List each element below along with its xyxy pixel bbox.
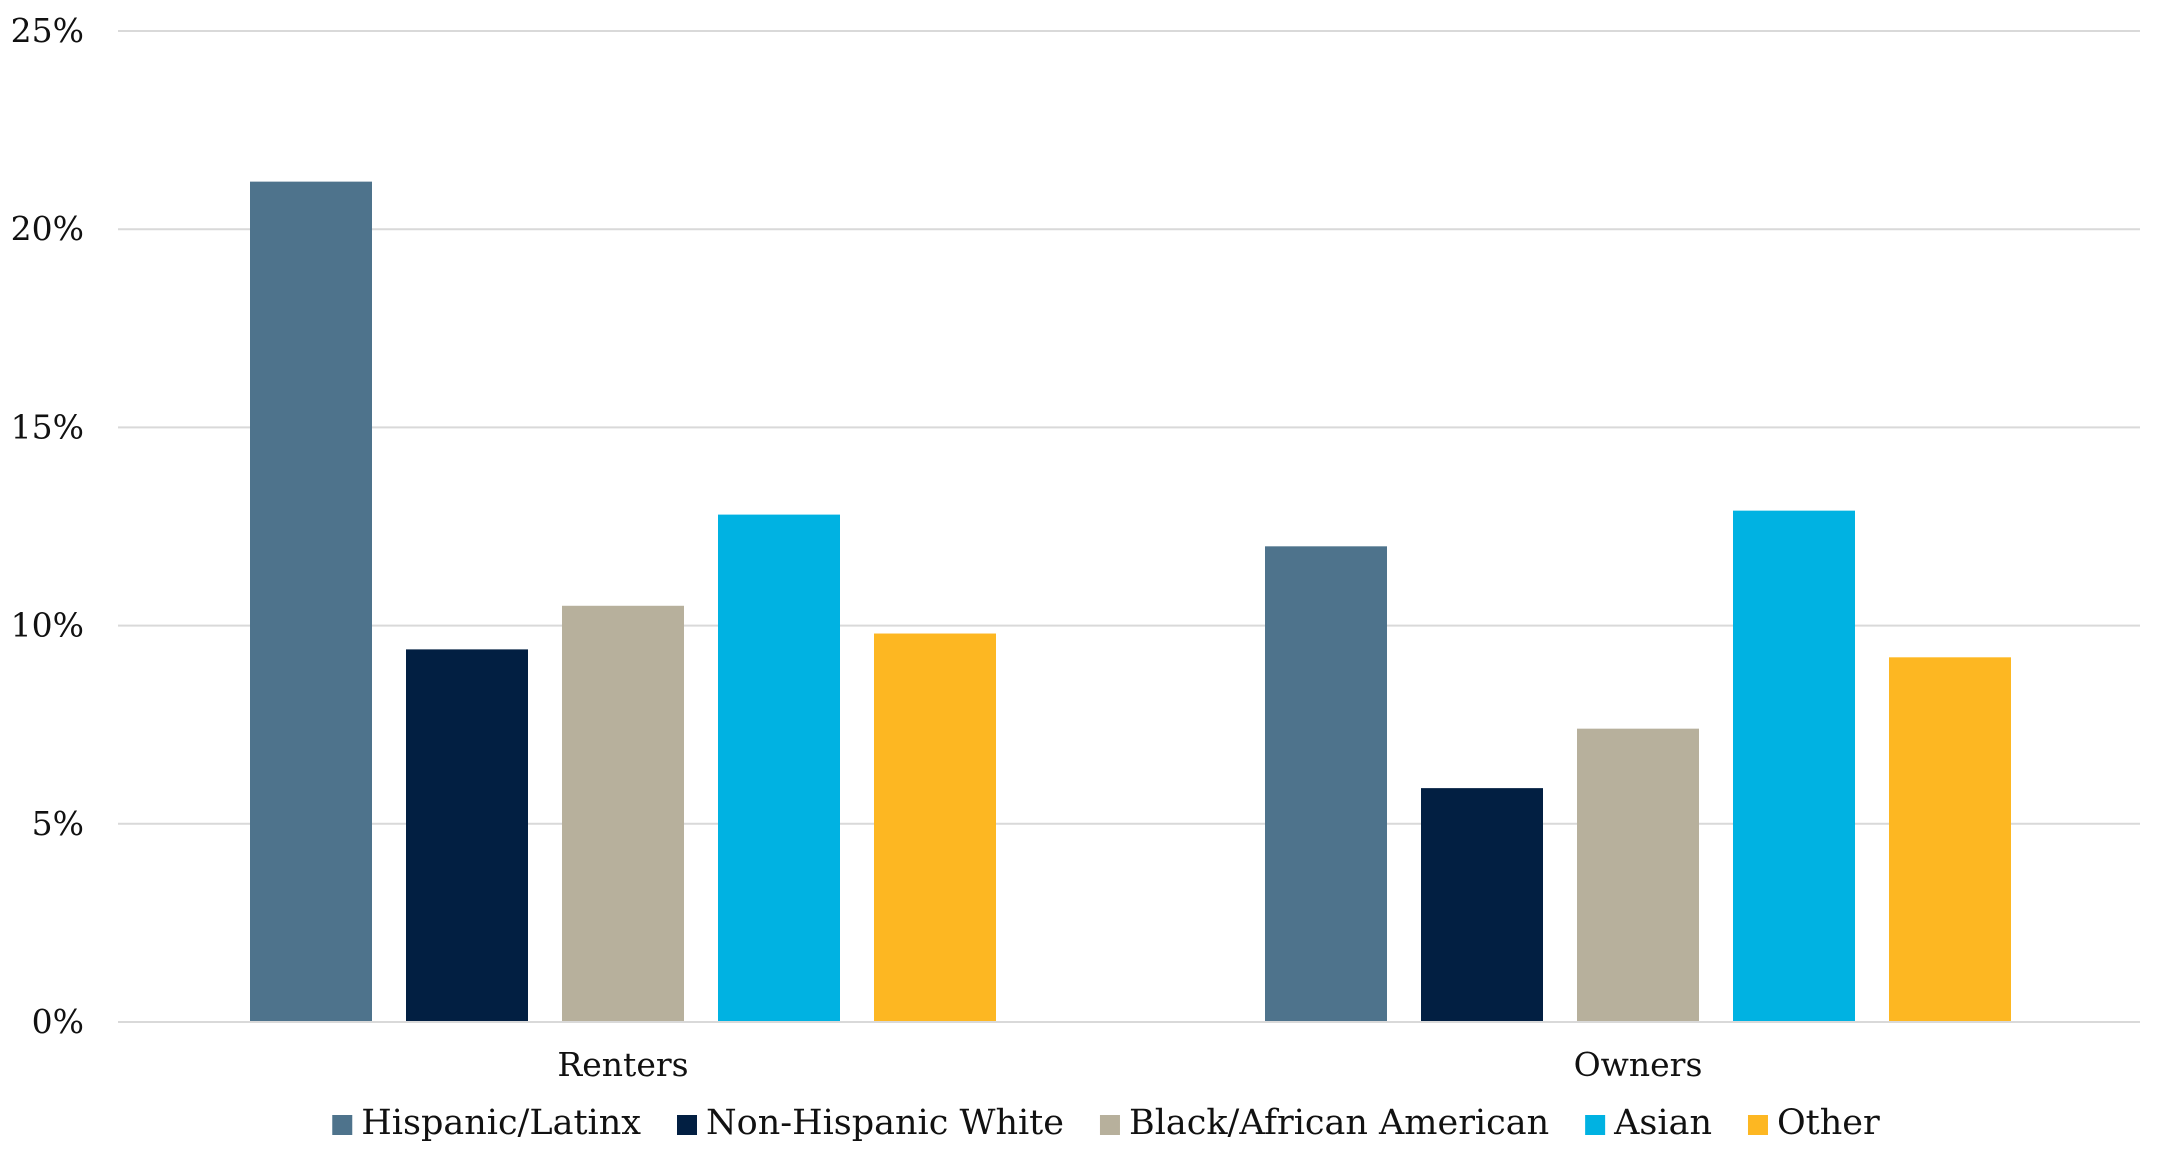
legend-label: Asian [1613, 1103, 1712, 1143]
legend-item-asian: Asian [1585, 1103, 1712, 1143]
y-tick-label: 0% [32, 1002, 84, 1041]
legend-item-black-african-american: Black/African American [1099, 1103, 1549, 1143]
legend-swatch [677, 1115, 697, 1135]
bar-hispanic-latinx-owners [1265, 546, 1387, 1022]
bar-black-african-american-owners [1577, 728, 1699, 1022]
bars [250, 181, 2011, 1022]
x-category-label: Owners [1574, 1045, 1703, 1084]
bar-other-owners [1889, 657, 2011, 1022]
bar-hispanic-latinx-renters [250, 181, 372, 1022]
y-tick-label: 25% [11, 11, 84, 50]
legend-label: Hispanic/Latinx [361, 1103, 641, 1143]
bar-black-african-american-renters [562, 605, 684, 1022]
y-tick-label: 10% [11, 606, 84, 645]
legend-item-hispanic-latinx: Hispanic/Latinx [332, 1103, 641, 1143]
bar-non-hispanic-white-owners [1421, 788, 1543, 1022]
bar-asian-owners [1733, 510, 1855, 1022]
x-category-label: Renters [557, 1045, 688, 1084]
legend-label: Other [1777, 1103, 1880, 1143]
legend-item-non-hispanic-white: Non-Hispanic White [677, 1103, 1064, 1143]
x-axis: Renters Owners [118, 1021, 2140, 1084]
bar-other-renters [874, 633, 996, 1022]
bar-non-hispanic-white-renters [406, 649, 528, 1022]
legend-swatch [1099, 1115, 1120, 1135]
legend-item-other: Other [1747, 1103, 1880, 1143]
y-tick-label: 20% [11, 209, 84, 248]
legend-swatch [1747, 1115, 1768, 1135]
y-tick-label: 5% [32, 804, 84, 843]
legend-label: Non-Hispanic White [706, 1103, 1064, 1143]
bar-asian-renters [718, 514, 840, 1022]
legend-swatch [1585, 1115, 1606, 1135]
legend-label: Black/African American [1129, 1103, 1549, 1143]
legend: Hispanic/Latinx Non-Hispanic White Black/A… [332, 1103, 1880, 1143]
y-tick-label: 15% [11, 407, 84, 446]
y-axis-ticks: 0% 5% 10% 15% 20% 25% [11, 11, 84, 1041]
legend-swatch [332, 1115, 353, 1135]
